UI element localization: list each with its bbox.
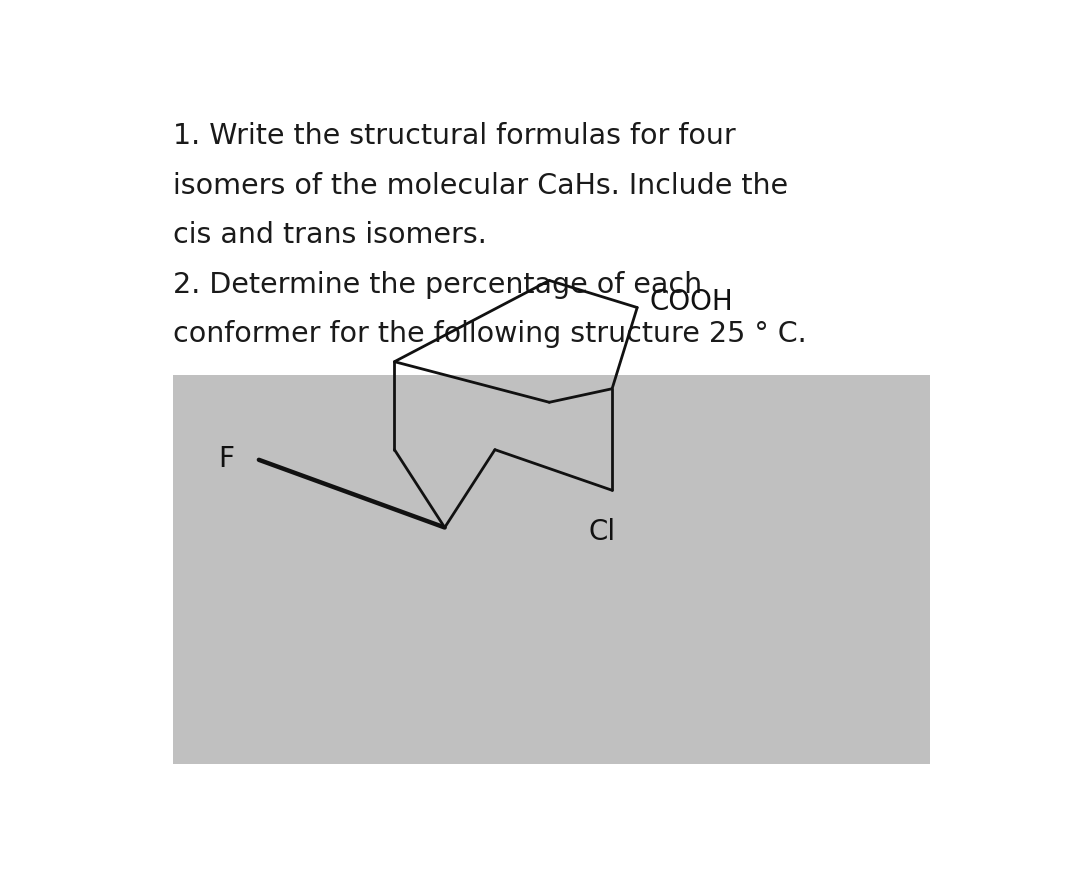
Text: isomers of the molecular CaHs. Include the: isomers of the molecular CaHs. Include t… xyxy=(173,171,787,199)
Text: COOH: COOH xyxy=(650,287,733,315)
Text: cis and trans isomers.: cis and trans isomers. xyxy=(173,221,486,249)
Text: 1. Write the structural formulas for four: 1. Write the structural formulas for fou… xyxy=(173,122,735,150)
Text: F: F xyxy=(218,444,233,472)
Bar xyxy=(173,376,930,765)
Text: 2. Determine the percentage of each: 2. Determine the percentage of each xyxy=(173,270,702,299)
Text: Cl: Cl xyxy=(589,518,616,546)
Text: conformer for the following structure 25 ° C.: conformer for the following structure 25… xyxy=(173,320,807,348)
